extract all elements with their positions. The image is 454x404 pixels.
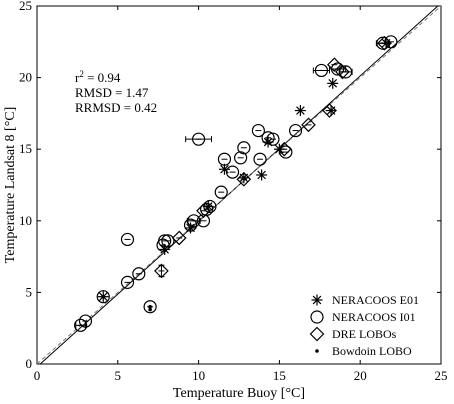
legend: NERACOOS E01 NERACOOS I01 DRE LOBOs Bowdoin… xyxy=(309,293,419,358)
data-point xyxy=(322,103,337,118)
data-point xyxy=(132,267,146,281)
legend-marker xyxy=(311,294,323,306)
data-point xyxy=(326,57,342,73)
data-point xyxy=(266,132,280,146)
data-point xyxy=(101,294,106,299)
data-point xyxy=(196,203,211,219)
data-point xyxy=(294,105,306,117)
data-point xyxy=(237,141,251,155)
series-dre-lobos xyxy=(154,35,392,279)
data-point xyxy=(253,152,267,166)
data-point xyxy=(327,77,339,89)
x-tick-label: 0 xyxy=(34,368,41,383)
legend-marker xyxy=(309,326,325,342)
stats-annotation: r2 = 0.94 RMSD = 1.47 RRMSD = 0.42 xyxy=(75,69,157,115)
x-tick-label: 25 xyxy=(435,368,448,383)
y-tick-label: 0 xyxy=(26,356,33,371)
y-tick-label: 15 xyxy=(19,141,32,156)
rrmsd-text: RRMSD = 0.42 xyxy=(75,100,157,115)
data-point xyxy=(161,234,175,248)
r-squared-text: r2 = 0.94 xyxy=(75,69,121,85)
data-point xyxy=(261,131,275,145)
x-axis-label: Temperature Buoy [°C] xyxy=(173,386,305,401)
data-point xyxy=(376,36,390,50)
x-tick-label: 10 xyxy=(192,368,205,383)
data-point xyxy=(187,214,201,228)
data-point xyxy=(148,307,152,312)
data-point xyxy=(148,304,152,309)
data-point xyxy=(120,232,135,247)
data-point xyxy=(377,35,392,51)
series-bowdoin-lobo xyxy=(101,294,152,312)
y-axis-label: Temperature Landsat 8 [°C] xyxy=(3,107,18,264)
legend-marker xyxy=(310,310,324,324)
data-point xyxy=(301,117,316,133)
data-point xyxy=(203,199,217,214)
axes: 0 5 10 15 20 25 0 5 10 15 20 25 xyxy=(19,0,448,383)
data-point xyxy=(288,123,303,138)
data-point xyxy=(276,141,292,157)
legend-label: NERACOOS I01 xyxy=(332,310,416,324)
legend-label: Bowdoin LOBO xyxy=(332,344,412,358)
plot-frame xyxy=(36,5,442,365)
y-tick-label: 20 xyxy=(19,70,32,85)
data-point xyxy=(143,300,157,314)
legend-label: NERACOOS E01 xyxy=(332,293,419,307)
data-point xyxy=(256,169,268,181)
data-point xyxy=(171,230,187,246)
data-marks xyxy=(74,35,398,332)
data-point xyxy=(314,63,329,78)
data-point xyxy=(384,35,398,49)
data-point xyxy=(335,64,350,80)
y-tick-label: 10 xyxy=(19,213,32,228)
data-point xyxy=(78,314,93,328)
legend-marker xyxy=(315,349,319,353)
data-point xyxy=(214,185,228,199)
data-point xyxy=(74,318,88,332)
one-to-one-line xyxy=(37,6,441,364)
data-point xyxy=(120,275,135,289)
legend-label: DRE LOBOs xyxy=(332,327,397,341)
data-point xyxy=(200,202,214,216)
data-point xyxy=(192,132,206,146)
series-neracoos-i01 xyxy=(74,35,398,332)
x-tick-label: 20 xyxy=(354,368,367,383)
data-point xyxy=(183,218,198,232)
data-point xyxy=(236,171,252,187)
data-point xyxy=(225,165,240,179)
data-point xyxy=(154,263,169,279)
x-tick-label: 15 xyxy=(273,368,286,383)
data-point xyxy=(234,151,248,165)
plot-area: 0 5 10 15 20 25 0 5 10 15 20 25 xyxy=(19,0,448,383)
y-tick-label: 5 xyxy=(26,284,33,299)
reference-lines xyxy=(37,6,441,364)
x-tick-label: 5 xyxy=(115,368,122,383)
rmsd-text: RMSD = 1.47 xyxy=(75,85,149,100)
data-point xyxy=(185,222,197,234)
data-point xyxy=(251,123,265,138)
data-point xyxy=(96,290,110,304)
data-point xyxy=(217,152,232,166)
y-tick-label: 25 xyxy=(19,0,32,13)
